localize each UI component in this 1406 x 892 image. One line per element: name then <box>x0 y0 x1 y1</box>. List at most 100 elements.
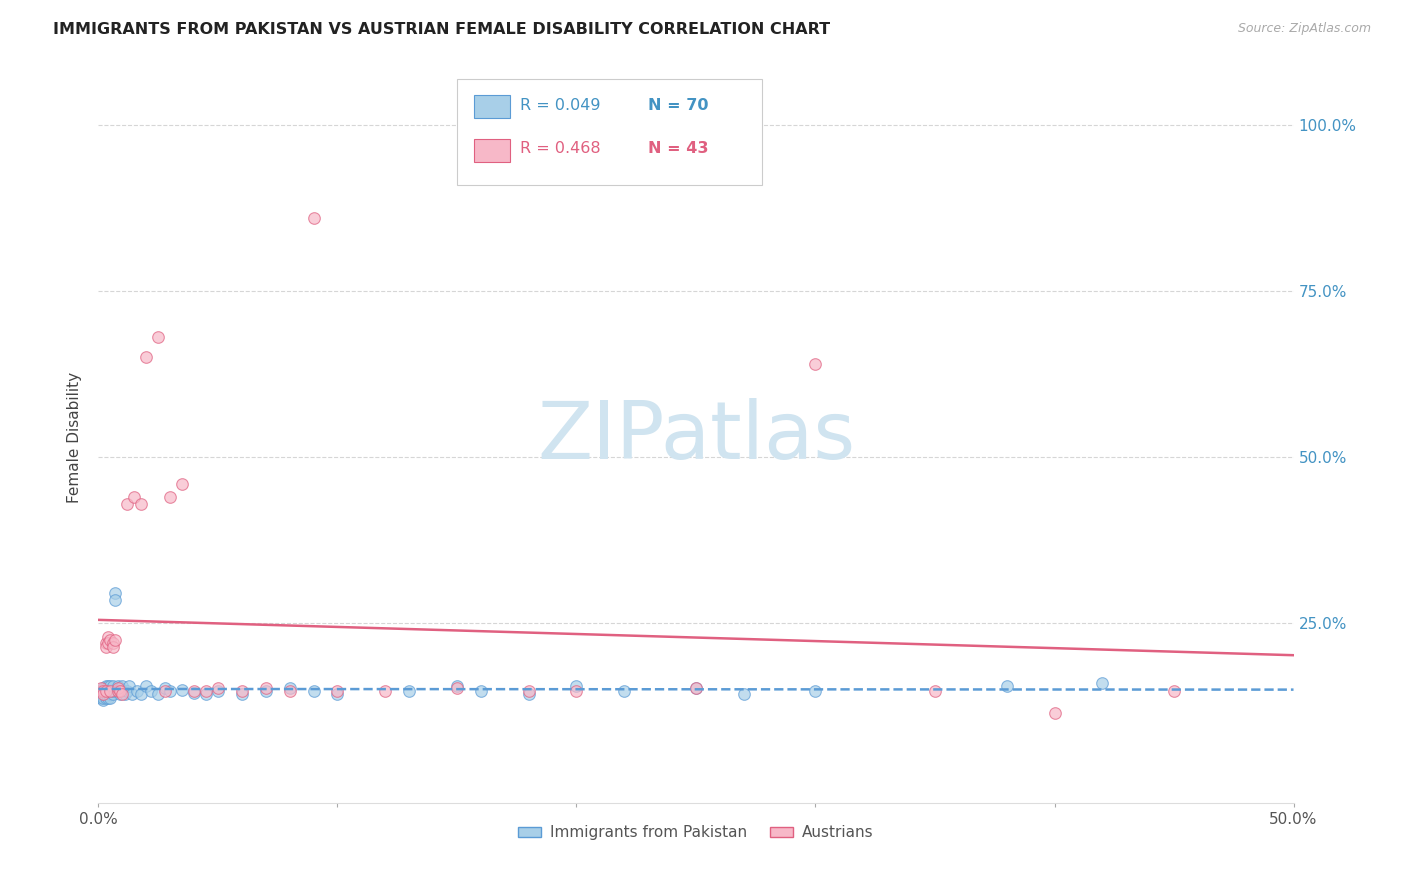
Point <box>94 636 117 650</box>
Point <box>1163 684 1185 698</box>
Point <box>125 684 148 698</box>
Point <box>118 680 141 694</box>
Point <box>108 687 131 701</box>
Point <box>107 681 129 696</box>
Text: R = 0.049: R = 0.049 <box>520 98 600 113</box>
Point <box>148 687 170 701</box>
Point <box>97 630 120 644</box>
Point <box>231 687 253 701</box>
Point <box>94 682 117 697</box>
Point <box>565 680 588 694</box>
Point <box>1043 706 1066 720</box>
Text: N = 43: N = 43 <box>648 141 709 156</box>
Point <box>107 684 129 698</box>
Point <box>115 497 138 511</box>
Point <box>517 684 540 698</box>
Point <box>94 687 117 701</box>
Point <box>91 687 114 701</box>
Point <box>470 684 492 698</box>
Point <box>107 684 129 698</box>
Point <box>804 684 827 698</box>
Point <box>101 680 124 694</box>
Text: Source: ZipAtlas.com: Source: ZipAtlas.com <box>1237 22 1371 36</box>
Text: R = 0.468: R = 0.468 <box>520 141 600 156</box>
Point <box>131 497 153 511</box>
Point <box>91 685 114 699</box>
Point <box>101 640 124 654</box>
Point <box>108 684 131 698</box>
Point <box>446 680 468 694</box>
Point <box>90 688 112 702</box>
Point <box>94 680 117 694</box>
Point <box>517 687 540 701</box>
Point <box>278 681 301 696</box>
Point <box>98 632 122 647</box>
Point <box>155 684 177 698</box>
Y-axis label: Female Disability: Female Disability <box>67 371 83 503</box>
Point <box>565 684 588 698</box>
Point <box>97 636 120 650</box>
Point <box>94 686 117 700</box>
Point <box>139 684 162 698</box>
Point <box>108 681 131 696</box>
Point <box>195 687 218 701</box>
Point <box>104 632 127 647</box>
Point <box>148 330 170 344</box>
Point <box>135 680 157 694</box>
Point <box>98 684 122 698</box>
Point <box>90 684 112 698</box>
Point <box>90 690 112 704</box>
Point <box>91 689 114 703</box>
Point <box>104 586 127 600</box>
Point <box>91 692 114 706</box>
Point <box>97 684 120 698</box>
Point <box>733 687 755 701</box>
Point <box>172 682 194 697</box>
Point <box>195 684 218 698</box>
Point <box>278 684 301 698</box>
Point <box>446 681 468 696</box>
Point <box>98 682 122 697</box>
Point <box>101 687 124 701</box>
Point <box>1091 676 1114 690</box>
Point <box>91 687 114 701</box>
Point <box>115 684 138 698</box>
Point <box>94 691 117 706</box>
FancyBboxPatch shape <box>457 78 762 185</box>
Point <box>804 357 827 371</box>
Point <box>107 680 129 694</box>
Point <box>90 690 112 705</box>
Point <box>94 684 117 698</box>
Point <box>183 686 205 700</box>
Point <box>302 211 325 225</box>
Point <box>104 593 127 607</box>
Point <box>91 681 114 696</box>
Point <box>111 684 134 698</box>
Point <box>94 640 117 654</box>
Point <box>685 681 707 696</box>
Point <box>111 687 134 701</box>
Point <box>101 684 124 698</box>
Point <box>98 680 122 694</box>
Point <box>172 476 194 491</box>
Point <box>114 687 136 701</box>
Point <box>94 684 117 698</box>
Point <box>302 684 325 698</box>
Text: IMMIGRANTS FROM PAKISTAN VS AUSTRIAN FEMALE DISABILITY CORRELATION CHART: IMMIGRANTS FROM PAKISTAN VS AUSTRIAN FEM… <box>53 22 831 37</box>
Point <box>374 684 396 698</box>
Point <box>183 684 205 698</box>
Point <box>98 690 122 705</box>
Point <box>91 684 114 698</box>
Point <box>155 681 177 696</box>
Point <box>398 684 420 698</box>
Legend: Immigrants from Pakistan, Austrians: Immigrants from Pakistan, Austrians <box>512 819 880 847</box>
Point <box>254 681 277 696</box>
Point <box>89 686 111 700</box>
Point <box>131 687 153 701</box>
Point <box>613 684 636 698</box>
Point <box>97 690 120 705</box>
Point <box>207 681 229 696</box>
Point <box>101 636 124 650</box>
Point <box>121 687 143 701</box>
Point <box>326 687 349 701</box>
